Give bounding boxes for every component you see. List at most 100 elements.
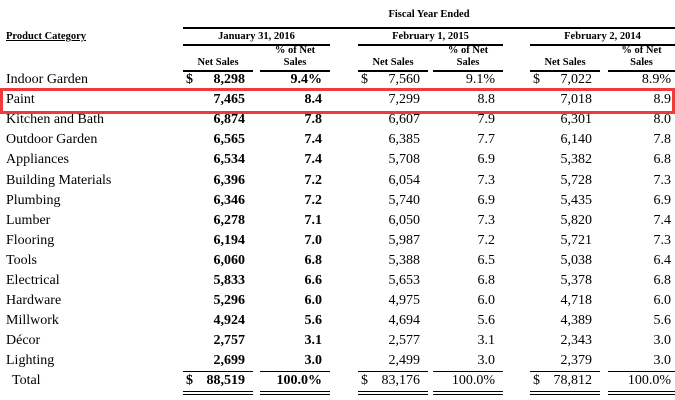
pct-value: 7.2 [304,192,323,208]
pct-value: 6.5 [477,252,496,268]
total-row: Total $88,519 100.0% $83,176 100.0% $78,812 10… [0,371,675,391]
pct-value: 7.8 [304,112,323,128]
pct-value: 8.4 [304,92,323,108]
net-sales-value: 4,975 [388,293,421,309]
net-sales-value: 2,499 [388,353,421,369]
pct-value: 6.0 [304,293,323,309]
pct-value: 7.1 [304,212,323,228]
pct-heading-line1: % of Net [274,45,316,56]
pct-value: 7.9 [477,112,496,128]
net-sales-value: 6,278 [213,212,246,228]
net-sales-value: 5,653 [388,273,421,288]
table-row: Hardware 5,296 6.0 4,975 6.0 4,718 6.0 [0,291,675,311]
net-sales-value: 6,301 [560,112,593,128]
net-sales-value: 2,343 [560,333,593,349]
table-row: Lighting 2,699 3.0 2,499 3.0 2,379 3.0 [0,351,675,371]
pct-value: 7.2 [477,232,496,248]
subtotal-rule [433,371,503,372]
pct-value: 6.4 [653,252,672,268]
pct-value: 7.0 [304,232,323,248]
table-row: Millwork 4,924 5.6 4,694 5.6 4,389 5.6 [0,311,675,331]
net-sales-value: 5,987 [388,232,421,248]
pct-value: 6.9 [477,152,496,168]
net-sales-value: 2,577 [388,333,421,349]
pct-rule [433,70,503,72]
period-heading: February 1, 2015 [392,31,469,42]
category-label: Electrical [6,273,60,288]
net-sales-value: 6,346 [213,192,246,208]
net-sales-value: 6,140 [560,132,593,148]
category-label: Décor [6,333,41,349]
net-sales-value: 88,519 [206,373,246,388]
net-sales-value: 6,396 [213,172,246,188]
net-sales-value: 78,812 [553,373,593,388]
category-label: Hardware [6,293,62,309]
net-sales-value: 6,607 [388,112,421,128]
pct-value: 6.8 [304,252,323,268]
table-row: Indoor Garden $8,298 9.4% $7,560 9.1% $7,022 8… [0,70,675,90]
pct-heading-line2: Sales [630,57,653,68]
fiscal-year-ended-heading: Fiscal Year Ended [388,9,470,20]
pct-heading-line1: % of Net [621,45,662,56]
category-label: Indoor Garden [6,72,89,87]
pct-value: 8.0 [653,112,672,128]
net-sales-value: 83,176 [381,373,421,388]
net-sales-value: 7,465 [213,92,246,108]
table-row: Plumbing 6,346 7.2 5,740 6.9 5,435 6.9 [0,191,675,211]
category-label: Building Materials [6,172,112,188]
net-sales-rule [530,70,600,72]
highlight-box [0,88,675,114]
category-label: Lumber [6,212,51,228]
pct-value: 7.4 [304,132,323,148]
net-sales-value: 7,022 [560,72,593,87]
pct-value: 7.7 [477,132,496,148]
subtotal-rule [608,371,675,372]
net-sales-value: 2,757 [213,333,246,349]
pct-value: 6.9 [477,192,496,208]
subtotal-rule [358,371,428,372]
net-sales-value: 5,388 [388,252,421,268]
category-label: Kitchen and Bath [6,112,104,128]
net-sales-value: 6,054 [388,172,421,188]
period-rule [530,44,675,46]
pct-value: 6.8 [653,273,672,288]
pct-value: 7.3 [477,212,496,228]
currency-symbol: $ [186,72,193,87]
period-rule [183,44,330,46]
currency-symbol: $ [533,373,540,388]
net-sales-value: 7,299 [388,92,421,108]
pct-value: 6.8 [653,152,672,168]
pct-heading-line2: Sales [456,57,480,68]
pct-rule [260,70,330,72]
net-sales-value: 6,565 [213,132,246,148]
net-sales-value: 5,378 [560,273,593,288]
category-label: Plumbing [6,192,61,208]
pct-value: 6.6 [304,273,323,288]
net-sales-rule [358,70,428,72]
net-sales-value: 8,298 [213,72,246,87]
net-sales-value: 5,728 [560,172,593,188]
net-sales-heading: Net Sales [372,57,414,68]
currency-symbol: $ [361,373,368,388]
table-row: Flooring 6,194 7.0 5,987 7.2 5,721 7.3 [0,231,675,251]
double-underline [183,391,253,395]
pct-rule [608,70,675,72]
period-rule [358,44,503,46]
product-category-heading: Product Category [6,31,86,42]
table-row: Paint 7,465 8.4 7,299 8.8 7,018 8.9 [0,90,675,110]
pct-value: 3.0 [653,353,672,369]
net-sales-value: 5,296 [213,293,246,309]
pct-value: 3.0 [304,353,323,369]
net-sales-value: 6,060 [213,252,246,268]
net-sales-value: 2,699 [213,353,246,369]
category-label: Total [12,373,41,388]
net-sales-value: 5,382 [560,152,593,168]
net-sales-value: 6,050 [388,212,421,228]
pct-value: 7.4 [653,212,672,228]
table-row: Building Materials 6,396 7.2 6,054 7.3 5,728 7… [0,171,675,191]
double-underline [530,391,600,395]
table-row: Outdoor Garden 6,565 7.4 6,385 7.7 6,140 7.8 [0,130,675,150]
double-underline [260,391,330,395]
net-sales-heading: Net Sales [197,57,239,68]
pct-value: 6.9 [653,192,672,208]
